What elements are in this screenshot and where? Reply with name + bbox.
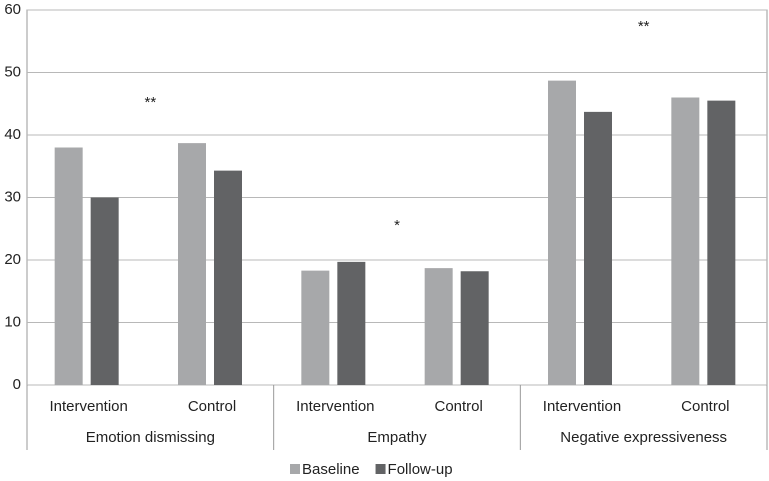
y-tick-label: 0 — [13, 376, 21, 393]
bar — [214, 170, 242, 385]
group-label: Emotion dismissing — [86, 429, 215, 446]
bar — [548, 80, 576, 385]
bar — [424, 268, 453, 385]
annotation: * — [394, 217, 400, 234]
y-tick-label: 60 — [4, 1, 21, 18]
annotation: ** — [638, 18, 650, 35]
y-tick-label: 30 — [4, 188, 21, 205]
x-tick-label: Control — [188, 398, 236, 415]
bar — [178, 143, 206, 385]
y-tick-label: 10 — [4, 313, 21, 330]
x-tick-label: Control — [434, 398, 482, 415]
bar — [54, 147, 83, 385]
x-tick-label: Control — [681, 398, 729, 415]
bar — [337, 261, 366, 385]
x-tick-label: Intervention — [296, 398, 374, 415]
y-tick-label: 20 — [4, 251, 21, 268]
bar — [707, 100, 736, 385]
bar — [584, 111, 612, 385]
legend-label: Follow-up — [388, 461, 453, 478]
bar — [671, 97, 700, 385]
x-tick-label: Intervention — [543, 398, 621, 415]
legend-swatch — [290, 464, 300, 474]
group-label: Negative expressiveness — [560, 429, 727, 446]
bar — [90, 197, 119, 385]
legend-swatch — [375, 464, 386, 474]
legend-label: Baseline — [302, 461, 360, 478]
y-tick-label: 40 — [4, 126, 21, 143]
annotation: ** — [144, 94, 156, 111]
group-label: Empathy — [367, 429, 427, 446]
x-tick-label: Intervention — [49, 398, 127, 415]
bar — [301, 270, 330, 385]
y-tick-label: 50 — [4, 63, 21, 80]
bar — [460, 271, 489, 385]
